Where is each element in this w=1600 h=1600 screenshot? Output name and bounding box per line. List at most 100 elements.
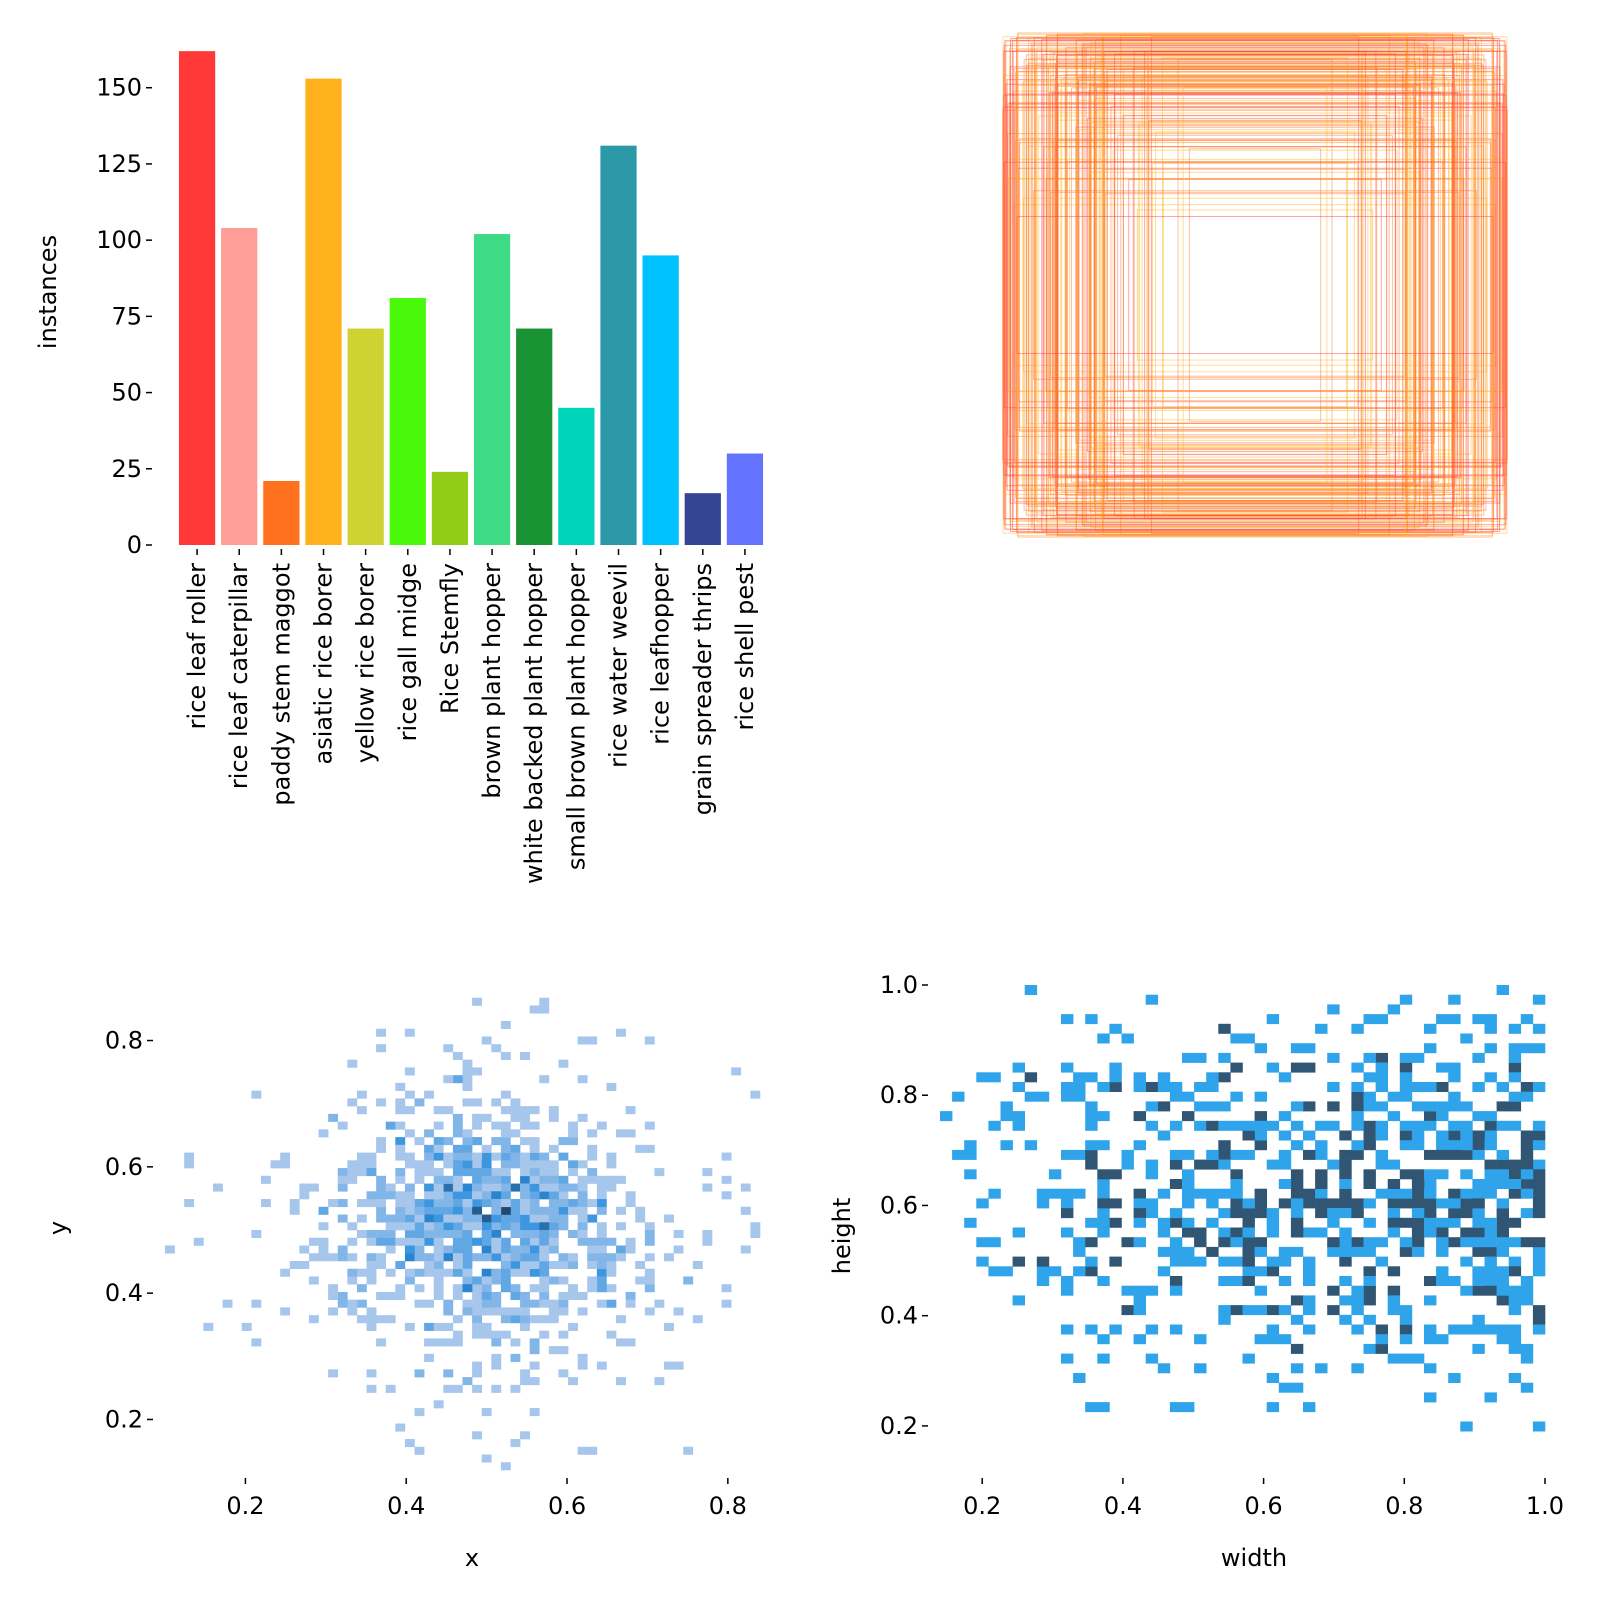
wh-cell (1339, 1159, 1352, 1170)
box-108 (1057, 82, 1453, 488)
xy-cell (328, 1113, 339, 1122)
wh-cell (1157, 1188, 1171, 1199)
xy-cell (558, 1346, 569, 1355)
xy-cell (452, 1206, 463, 1215)
wh-cell (1532, 1169, 1546, 1180)
box-127 (1030, 66, 1480, 504)
xy-cell (443, 1245, 454, 1254)
box-95 (1103, 51, 1407, 519)
xy-cell (462, 1191, 473, 1200)
xy-cell (328, 1199, 339, 1208)
box-36 (1102, 36, 1408, 534)
xy-cell (692, 1260, 703, 1270)
xy-cell (510, 1439, 521, 1448)
wh-cell (1448, 1120, 1461, 1131)
bar-y-tick-label: 100 (96, 226, 142, 254)
xy-cell (414, 1369, 425, 1378)
xy-cell (308, 1237, 319, 1246)
xy-cell (625, 1129, 636, 1138)
xy-cell (510, 1307, 521, 1316)
box-163 (1056, 34, 1454, 536)
wh-cell (1303, 1188, 1316, 1199)
wh-cell (1327, 1082, 1340, 1092)
wh-cell (1375, 1101, 1388, 1112)
wh-cell (1303, 1402, 1316, 1413)
xy-cell (520, 1199, 530, 1208)
wh-cell (1133, 1237, 1146, 1248)
wh-cell (1496, 1246, 1509, 1257)
wh-cell (1266, 1014, 1280, 1025)
wh-cell (1411, 1208, 1425, 1219)
wh-cell (1182, 1111, 1195, 1122)
wh-cell (1133, 1208, 1146, 1219)
xy-cell (366, 1276, 377, 1285)
wh-cell (1218, 1052, 1231, 1063)
xy-cell (673, 1307, 684, 1316)
wh-cell (1000, 1111, 1013, 1122)
wh-cell (1290, 1295, 1304, 1306)
wh-cell (1424, 1227, 1437, 1238)
xy-cell (520, 1113, 530, 1122)
xy-cell (472, 1299, 482, 1308)
xy-cell (596, 1183, 607, 1192)
xy-cell (414, 1299, 425, 1308)
box-160 (1076, 100, 1434, 470)
xy-cell (673, 1245, 684, 1254)
xy-cell (366, 1230, 377, 1239)
wh-cell (1339, 1188, 1352, 1199)
xy-cell (587, 1284, 598, 1293)
wh-cell (1436, 1276, 1449, 1286)
wh-cell (1399, 1188, 1413, 1199)
xy-cell (664, 1361, 674, 1370)
wh-cell (1145, 1120, 1159, 1131)
wh-cell (1182, 1149, 1195, 1160)
xy-cell (472, 1222, 482, 1231)
xy-cell (414, 1175, 425, 1184)
box-51 (1056, 61, 1454, 509)
wh-cell (1218, 1149, 1231, 1160)
xy-cell (491, 1268, 502, 1277)
wh-cell (1182, 1198, 1195, 1209)
xy-cell (491, 1299, 502, 1308)
xy-cell (366, 1322, 377, 1331)
box-67 (1014, 107, 1496, 463)
xy-cell (443, 1206, 454, 1215)
xy-cell (366, 1384, 377, 1393)
xy-cell (539, 1253, 550, 1262)
wh-cell (1520, 1169, 1534, 1180)
xy-cell (500, 1121, 511, 1130)
xy-cell (328, 1284, 339, 1293)
box-7 (1013, 204, 1497, 366)
xy-cell (491, 1361, 502, 1370)
xy-cell (577, 1199, 588, 1208)
xy-cell (500, 1245, 511, 1254)
wh-cell (1073, 1082, 1086, 1092)
xy-cell (596, 1276, 607, 1285)
wh-cell (1375, 1082, 1388, 1092)
xy-cell (337, 1183, 348, 1192)
xy-cell (683, 1446, 694, 1455)
wh-cell (1266, 1159, 1280, 1170)
bar-y-tick-label: 50 (111, 379, 142, 407)
wh-cell (1448, 1101, 1461, 1112)
xy-cell (452, 1268, 463, 1277)
xy-cell (347, 1222, 358, 1231)
xy-cell (404, 1214, 415, 1223)
wh-cell (1085, 1120, 1098, 1131)
xy-cell (606, 1175, 617, 1184)
wh-cell (1411, 1130, 1425, 1141)
box-125 (1005, 83, 1505, 487)
box-28 (1151, 162, 1359, 408)
xy-cell (280, 1152, 291, 1161)
wh-cell (1532, 1140, 1546, 1151)
wh-cell (1484, 1111, 1497, 1122)
wh-cell (1448, 1091, 1461, 1102)
xy-cell (462, 1137, 473, 1146)
xy-cell (548, 1199, 559, 1208)
wh-cell (1097, 1402, 1110, 1413)
xy-cell (500, 1276, 511, 1285)
xy-cell (577, 1291, 588, 1300)
wh-cell (1532, 1256, 1546, 1267)
xy-cell (644, 1144, 655, 1153)
